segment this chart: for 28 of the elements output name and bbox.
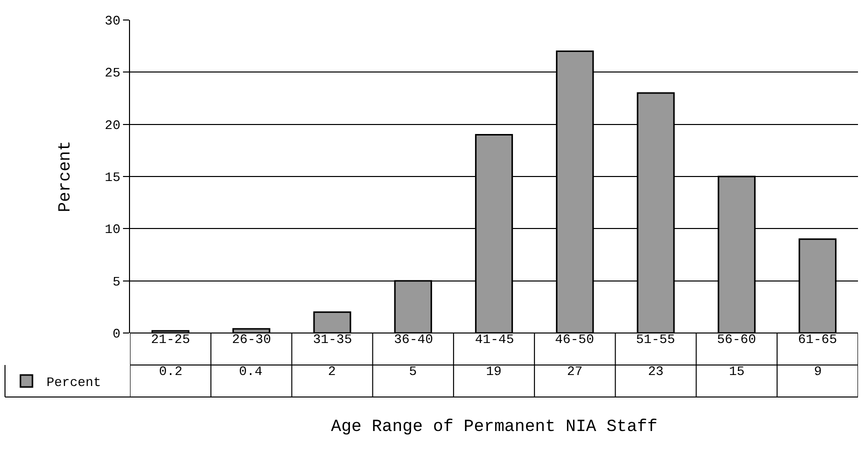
data-label: 19 <box>486 364 502 379</box>
y-tick-label: 15 <box>104 170 120 186</box>
y-tick-label: 20 <box>104 118 120 133</box>
y-tick-label: 30 <box>104 14 120 29</box>
y-tick-label: 5 <box>112 274 120 290</box>
x-tick-label: 41-45 <box>475 332 514 347</box>
data-label: 2 <box>328 364 336 379</box>
x-tick-label: 26-30 <box>232 332 272 347</box>
y-tick-label: 10 <box>104 222 120 238</box>
data-label: 0.2 <box>159 364 182 379</box>
data-label: 27 <box>567 364 583 379</box>
x-tick-label: 31-35 <box>313 332 352 347</box>
legend-label: Percent <box>46 375 102 390</box>
data-label: 23 <box>648 364 664 379</box>
x-axis-title: Age Range of Permanent NIA Staff <box>331 418 658 437</box>
data-label: 5 <box>409 364 417 379</box>
x-tick-label: 51-55 <box>636 332 676 347</box>
y-tick-label: 25 <box>104 66 120 81</box>
x-tick-label: 36-40 <box>394 332 434 347</box>
x-tick-label: 56-60 <box>717 332 756 347</box>
data-label: 0.4 <box>239 364 263 379</box>
x-tick-label: 21-25 <box>151 332 190 347</box>
data-label: 15 <box>729 364 745 379</box>
y-axis-title: Percent <box>56 140 76 212</box>
x-tick-label: 46-50 <box>555 332 594 347</box>
data-label: 9 <box>814 364 822 379</box>
x-tick-label: 61-65 <box>798 332 838 347</box>
y-tick-label: 0 <box>112 326 120 342</box>
